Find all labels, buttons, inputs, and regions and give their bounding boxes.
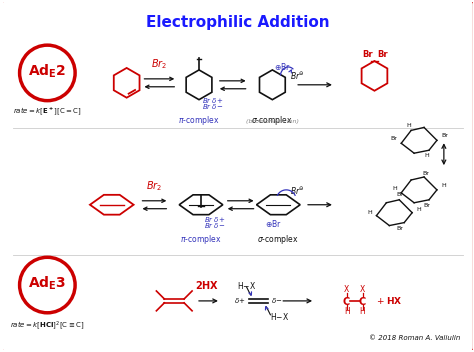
Text: Br: Br — [441, 133, 448, 138]
Text: H: H — [416, 207, 421, 212]
Polygon shape — [256, 195, 300, 215]
Text: $\delta\!+$: $\delta\!+$ — [234, 296, 246, 306]
FancyArrowPatch shape — [265, 307, 268, 310]
Text: Br: Br — [362, 50, 373, 59]
Text: $Br^{\ominus}$: $Br^{\ominus}$ — [290, 71, 305, 82]
Text: H$-$X: H$-$X — [237, 279, 256, 290]
Text: $\mathit{Br}_2$: $\mathit{Br}_2$ — [151, 57, 167, 71]
Text: Br: Br — [424, 203, 430, 208]
Text: H: H — [425, 153, 429, 158]
Circle shape — [19, 257, 75, 313]
Circle shape — [19, 45, 75, 101]
Polygon shape — [114, 68, 139, 98]
Text: X: X — [344, 285, 349, 295]
Text: $\mathit{rate} = k[\mathbf{HCl}]^2[\mathrm{C{\equiv}C}]$: $\mathit{rate} = k[\mathbf{HCl}]^2[\math… — [10, 319, 84, 332]
FancyArrowPatch shape — [249, 292, 252, 295]
Text: © 2018 Roman A. Valiulin: © 2018 Roman A. Valiulin — [369, 334, 461, 340]
Text: $\sigma$-complex: $\sigma$-complex — [257, 233, 299, 245]
Text: H: H — [407, 124, 411, 128]
Text: H: H — [344, 307, 350, 316]
Text: H: H — [368, 210, 373, 215]
Text: Br: Br — [377, 50, 388, 59]
Text: Br: Br — [397, 226, 404, 231]
Text: $Br\ \delta\!-$: $Br\ \delta\!-$ — [202, 102, 224, 111]
Polygon shape — [179, 195, 223, 215]
Text: $+\ \mathbf{HX}$: $+\ \mathbf{HX}$ — [376, 295, 403, 306]
Text: $Br\ \delta\!+$: $Br\ \delta\!+$ — [202, 96, 224, 105]
Text: $\mathit{rate} = k[\mathbf{E^+}][\mathrm{C{=}C}]$: $\mathit{rate} = k[\mathbf{E^+}][\mathrm… — [13, 106, 82, 117]
Text: $\mathbf{Ad_E2}$: $\mathbf{Ad_E2}$ — [28, 62, 66, 80]
Text: Br: Br — [422, 171, 429, 176]
Text: Electrophilic Addition: Electrophilic Addition — [146, 15, 329, 30]
Text: $\delta\!-$: $\delta\!-$ — [272, 296, 283, 306]
Text: $Br\ \delta\!+$: $Br\ \delta\!+$ — [204, 215, 226, 224]
Text: $\sigma$-complex: $\sigma$-complex — [252, 114, 293, 127]
Text: H$-$X: H$-$X — [270, 311, 290, 322]
Polygon shape — [90, 195, 134, 215]
Text: $\pi$-complex: $\pi$-complex — [178, 114, 220, 127]
Text: $\mathbf{C}$: $\mathbf{C}$ — [358, 295, 367, 307]
Polygon shape — [186, 70, 212, 100]
Text: Br: Br — [391, 136, 397, 141]
Text: $\pi$-complex: $\pi$-complex — [180, 233, 222, 245]
Text: H: H — [441, 183, 446, 188]
Polygon shape — [259, 70, 285, 100]
Text: $\oplus$Br: $\oplus$Br — [274, 61, 291, 72]
Polygon shape — [362, 61, 387, 91]
Text: H: H — [392, 186, 397, 191]
Text: $\mathbf{Ad_E3}$: $\mathbf{Ad_E3}$ — [28, 274, 66, 292]
Text: $\mathbf{C}$: $\mathbf{C}$ — [342, 295, 351, 307]
Text: $\mathit{Br}_2$: $\mathit{Br}_2$ — [146, 179, 163, 193]
Text: X: X — [360, 285, 365, 295]
Text: $\oplus$Br: $\oplus$Br — [265, 218, 282, 229]
Text: (bromonium ion): (bromonium ion) — [246, 119, 299, 125]
Text: $\mathbf{2HX}$: $\mathbf{2HX}$ — [195, 279, 219, 291]
Text: $Br\ \delta\!-$: $Br\ \delta\!-$ — [204, 221, 226, 230]
Text: H: H — [360, 307, 365, 316]
Text: $Br^{\ominus}$: $Br^{\ominus}$ — [290, 186, 305, 197]
Text: Br: Br — [396, 192, 403, 197]
